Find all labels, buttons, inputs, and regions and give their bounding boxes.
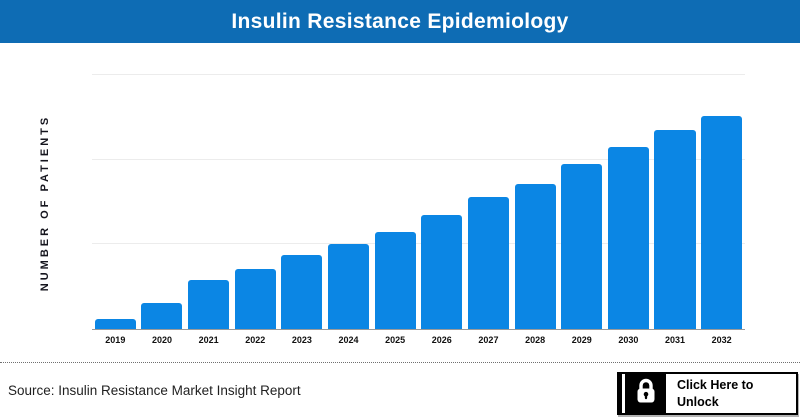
bar-2032	[701, 115, 743, 329]
bar-slot-2024	[325, 75, 372, 329]
x-axis-label-2029: 2029	[571, 335, 592, 345]
gridline-200	[92, 158, 745, 160]
unlock-button-label: Click Here to Unlock	[677, 378, 754, 409]
bar-slot-2023	[279, 75, 326, 329]
bars-row	[92, 75, 745, 329]
bar-slot-2021	[185, 75, 232, 329]
bar-slot-2026	[418, 75, 465, 329]
bar-2025	[374, 231, 416, 329]
bar-2020	[141, 302, 183, 329]
bar-slot-2027	[465, 75, 512, 329]
lock-icon	[634, 377, 658, 410]
unlock-button-label-wrap: Click Here to Unlock	[666, 374, 796, 413]
bar-slot-2025	[372, 75, 419, 329]
bar-slot-2032	[698, 75, 745, 329]
x-axis-label-2025: 2025	[385, 335, 406, 345]
x-axis-label-2019: 2019	[105, 335, 126, 345]
gridline-100	[92, 243, 745, 245]
bar-slot-2022	[232, 75, 279, 329]
bar-chart: NUMBER OF PATIENTS 2019 2020 2021 2022 2023 2…	[0, 43, 800, 362]
bar-slot-2030	[605, 75, 652, 329]
bar-2027	[467, 196, 509, 329]
bar-2021	[188, 279, 230, 329]
lock-icon-box	[625, 374, 666, 413]
x-axis-label-2020: 2020	[151, 335, 172, 345]
bar-2029	[561, 163, 603, 329]
unlock-button[interactable]: Click Here to Unlock	[617, 372, 798, 415]
x-axis-label-2023: 2023	[291, 335, 312, 345]
bar-2031	[654, 130, 696, 329]
plot-area	[92, 74, 745, 330]
x-axis-label-2021: 2021	[198, 335, 219, 345]
y-axis-title: NUMBER OF PATIENTS	[39, 114, 51, 291]
bar-2019	[94, 318, 136, 329]
page-title: Insulin Resistance Epidemiology	[231, 9, 569, 33]
x-axis-label-2027: 2027	[478, 335, 499, 345]
footer-bar: Source: Insulin Resistance Market Insigh…	[0, 362, 800, 420]
y-axis-title-wrap: NUMBER OF PATIENTS	[0, 75, 90, 330]
x-axis-label-2024: 2024	[338, 335, 359, 345]
bar-slot-2028	[512, 75, 559, 329]
x-axis-label-2032: 2032	[711, 335, 732, 345]
source-text: Source: Insulin Resistance Market Insigh…	[8, 383, 301, 398]
bar-2024	[328, 244, 370, 329]
x-axis-label-2022: 2022	[245, 335, 266, 345]
bar-2028	[514, 184, 556, 329]
bar-slot-2031	[652, 75, 699, 329]
bar-2022	[234, 268, 276, 329]
bar-slot-2020	[139, 75, 186, 329]
x-axis-label-2028: 2028	[525, 335, 546, 345]
bar-2023	[281, 255, 323, 329]
x-axis-label-2031: 2031	[664, 335, 686, 345]
x-axis-label-2026: 2026	[431, 335, 452, 345]
bar-2030	[607, 146, 649, 329]
bar-slot-2019	[92, 75, 139, 329]
header-bar: Insulin Resistance Epidemiology	[0, 0, 800, 43]
gridline-300	[92, 74, 745, 75]
bar-slot-2029	[558, 75, 605, 329]
x-axis-label-2030: 2030	[618, 335, 639, 345]
x-axis-labels: 2019 2020 2021 2022 2023 2024 2025 2026 2027 2028…	[92, 335, 745, 345]
bar-2026	[421, 214, 463, 329]
